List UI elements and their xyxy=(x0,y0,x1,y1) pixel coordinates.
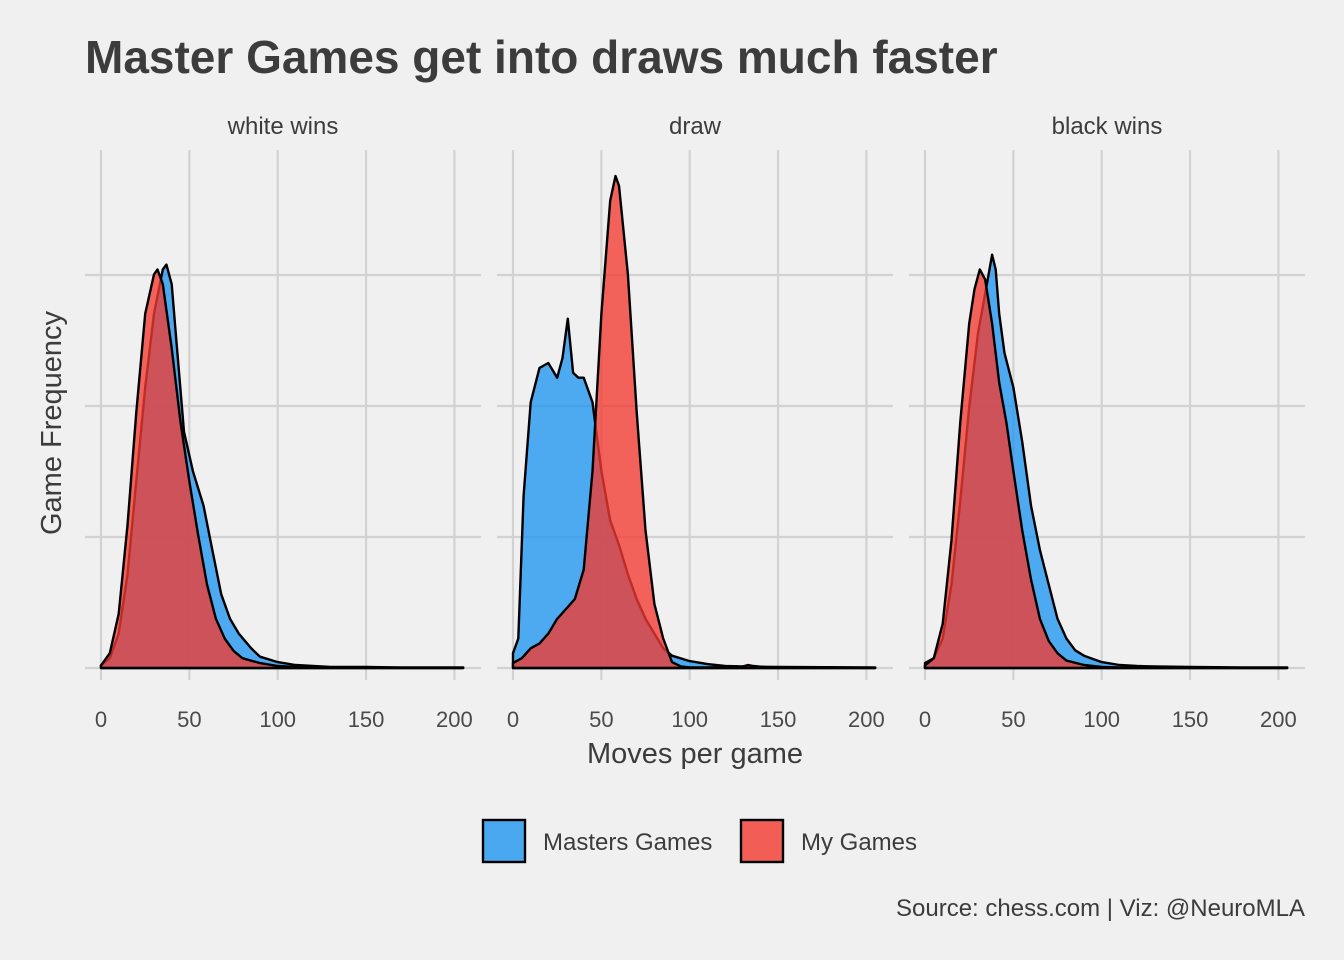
legend: Masters Games My Games xyxy=(481,818,917,864)
x-tick-label: 100 xyxy=(259,707,296,732)
legend-label: Masters Games xyxy=(543,829,712,856)
legend-label: My Games xyxy=(801,829,917,856)
x-tick-label: 150 xyxy=(760,707,797,732)
chart-title: Master Games get into draws much faster xyxy=(85,31,998,83)
density-area-my-games xyxy=(511,174,877,670)
x-tick-label: 150 xyxy=(348,707,385,732)
x-axis-label: Moves per game xyxy=(587,738,803,770)
density-area-my-games xyxy=(923,268,1289,670)
x-tick-label: 100 xyxy=(1083,707,1120,732)
x-tick-label: 50 xyxy=(1001,707,1025,732)
x-tick-label: 0 xyxy=(919,707,931,732)
facet-strip-label: draw xyxy=(669,113,722,140)
facet-panel-black-wins: black wins 0 50 100 150 200 xyxy=(909,113,1305,732)
x-tick-label: 50 xyxy=(177,707,201,732)
x-tick-label: 0 xyxy=(507,707,519,732)
facet-strip-label: white wins xyxy=(227,113,339,140)
legend-item: Masters Games xyxy=(481,818,712,864)
x-tick-label: 50 xyxy=(589,707,613,732)
legend-swatch xyxy=(739,818,785,864)
density-area-my-games xyxy=(99,268,465,670)
x-tick-label: 0 xyxy=(95,707,107,732)
facet-panel-white-wins: white wins 0 50 100 150 200 xyxy=(85,113,481,732)
legend-swatch xyxy=(481,818,527,864)
facet-panel-draw: draw 0 50 100 150 200 xyxy=(497,113,893,732)
x-tick-label: 150 xyxy=(1172,707,1209,732)
x-tick-label: 200 xyxy=(436,707,473,732)
x-tick-label: 200 xyxy=(1260,707,1297,732)
facet-strip-label: black wins xyxy=(1052,113,1163,140)
x-tick-label: 100 xyxy=(671,707,708,732)
x-tick-label: 200 xyxy=(848,707,885,732)
y-axis-label: Game Frequency xyxy=(36,310,68,535)
caption: Source: chess.com | Viz: @NeuroMLA xyxy=(896,895,1305,922)
legend-item: My Games xyxy=(739,818,917,864)
